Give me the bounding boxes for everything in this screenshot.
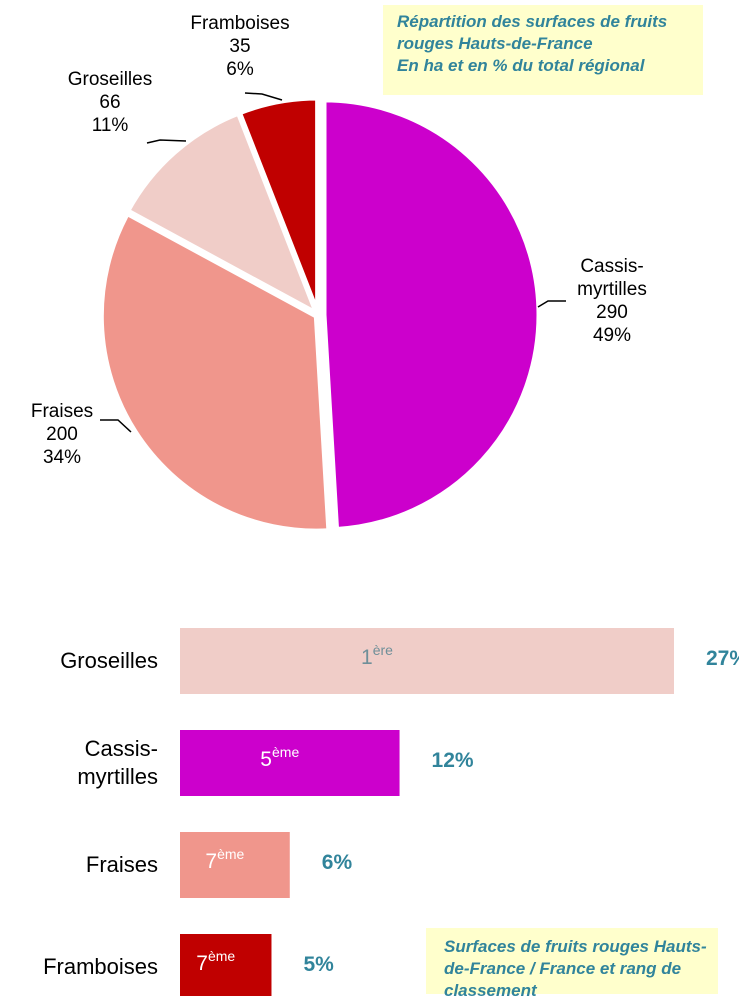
rank-suffix: ème bbox=[207, 948, 236, 964]
rank-suffix: ème bbox=[271, 744, 300, 760]
rank-number: 7 bbox=[196, 952, 208, 975]
pie-label-value: 35 bbox=[229, 36, 251, 57]
bar-category-label: Cassis-myrtilles bbox=[77, 736, 158, 789]
bar-category-label: Fraises bbox=[85, 852, 158, 877]
pie-slice bbox=[98, 210, 332, 534]
pie-label-share: 11% bbox=[91, 115, 129, 136]
bar-category-label: Groseilles bbox=[60, 648, 158, 673]
bar-rank: 1ère bbox=[361, 642, 393, 670]
pie-label-name: Fraises bbox=[30, 401, 94, 422]
pie-label-value: 290 bbox=[596, 302, 628, 323]
pie-label-name: Framboises bbox=[190, 13, 290, 34]
bar-title: Surfaces de fruits rouges Hauts-de-Franc… bbox=[444, 937, 707, 996]
pie-label-name: Cassis-myrtilles bbox=[577, 256, 647, 300]
leader-line bbox=[146, 139, 187, 144]
rank-number: 1 bbox=[361, 646, 373, 669]
pie-label: Framboises 35 6% bbox=[185, 12, 295, 81]
bar-category-label: Framboises bbox=[43, 954, 158, 979]
bar-value-label: 5% bbox=[303, 953, 334, 976]
pie-label-share: 34% bbox=[42, 447, 82, 468]
bar bbox=[180, 832, 290, 898]
bar-title-box: Surfaces de fruits rouges Hauts-de-Franc… bbox=[426, 928, 718, 996]
bar-value-label: 12% bbox=[431, 749, 474, 772]
pie-label: Groseilles 66 11% bbox=[65, 68, 155, 137]
pie-slice bbox=[124, 109, 322, 319]
bar bbox=[180, 628, 674, 694]
bar bbox=[180, 934, 272, 996]
pie-label: Fraises 200 34% bbox=[17, 400, 107, 469]
bar bbox=[180, 730, 400, 796]
pie-label-share: 49% bbox=[592, 325, 632, 346]
bar-rank: 5ème bbox=[260, 744, 299, 772]
pie-slice bbox=[236, 95, 321, 314]
bar-rank: 7ème bbox=[205, 846, 244, 874]
rank-suffix: ère bbox=[372, 642, 393, 658]
pie-slice bbox=[321, 97, 542, 533]
leader-line bbox=[244, 92, 283, 101]
bar-rank: 7ème bbox=[196, 948, 235, 976]
bar-value-label: 6% bbox=[321, 851, 353, 874]
pie-label-share: 6% bbox=[226, 59, 254, 80]
pie-label-value: 200 bbox=[46, 424, 78, 445]
leader-line bbox=[100, 419, 132, 433]
rank-number: 5 bbox=[260, 748, 272, 771]
pie-title: Répartition des surfaces de fruits rouge… bbox=[397, 12, 668, 53]
pie-label-value: 66 bbox=[99, 92, 121, 113]
bar-value-label: 27% bbox=[706, 647, 739, 670]
rank-number: 7 bbox=[205, 850, 218, 873]
pie-subtitle: En ha et en % du total régional bbox=[397, 56, 645, 75]
pie-title-box: Répartition des surfaces de fruits rouge… bbox=[383, 5, 703, 95]
pie-label-name: Groseilles bbox=[67, 69, 153, 90]
leader-line bbox=[537, 300, 566, 308]
pie-label: Cassis-myrtilles 290 49% bbox=[562, 255, 662, 347]
rank-suffix: ème bbox=[217, 846, 245, 862]
